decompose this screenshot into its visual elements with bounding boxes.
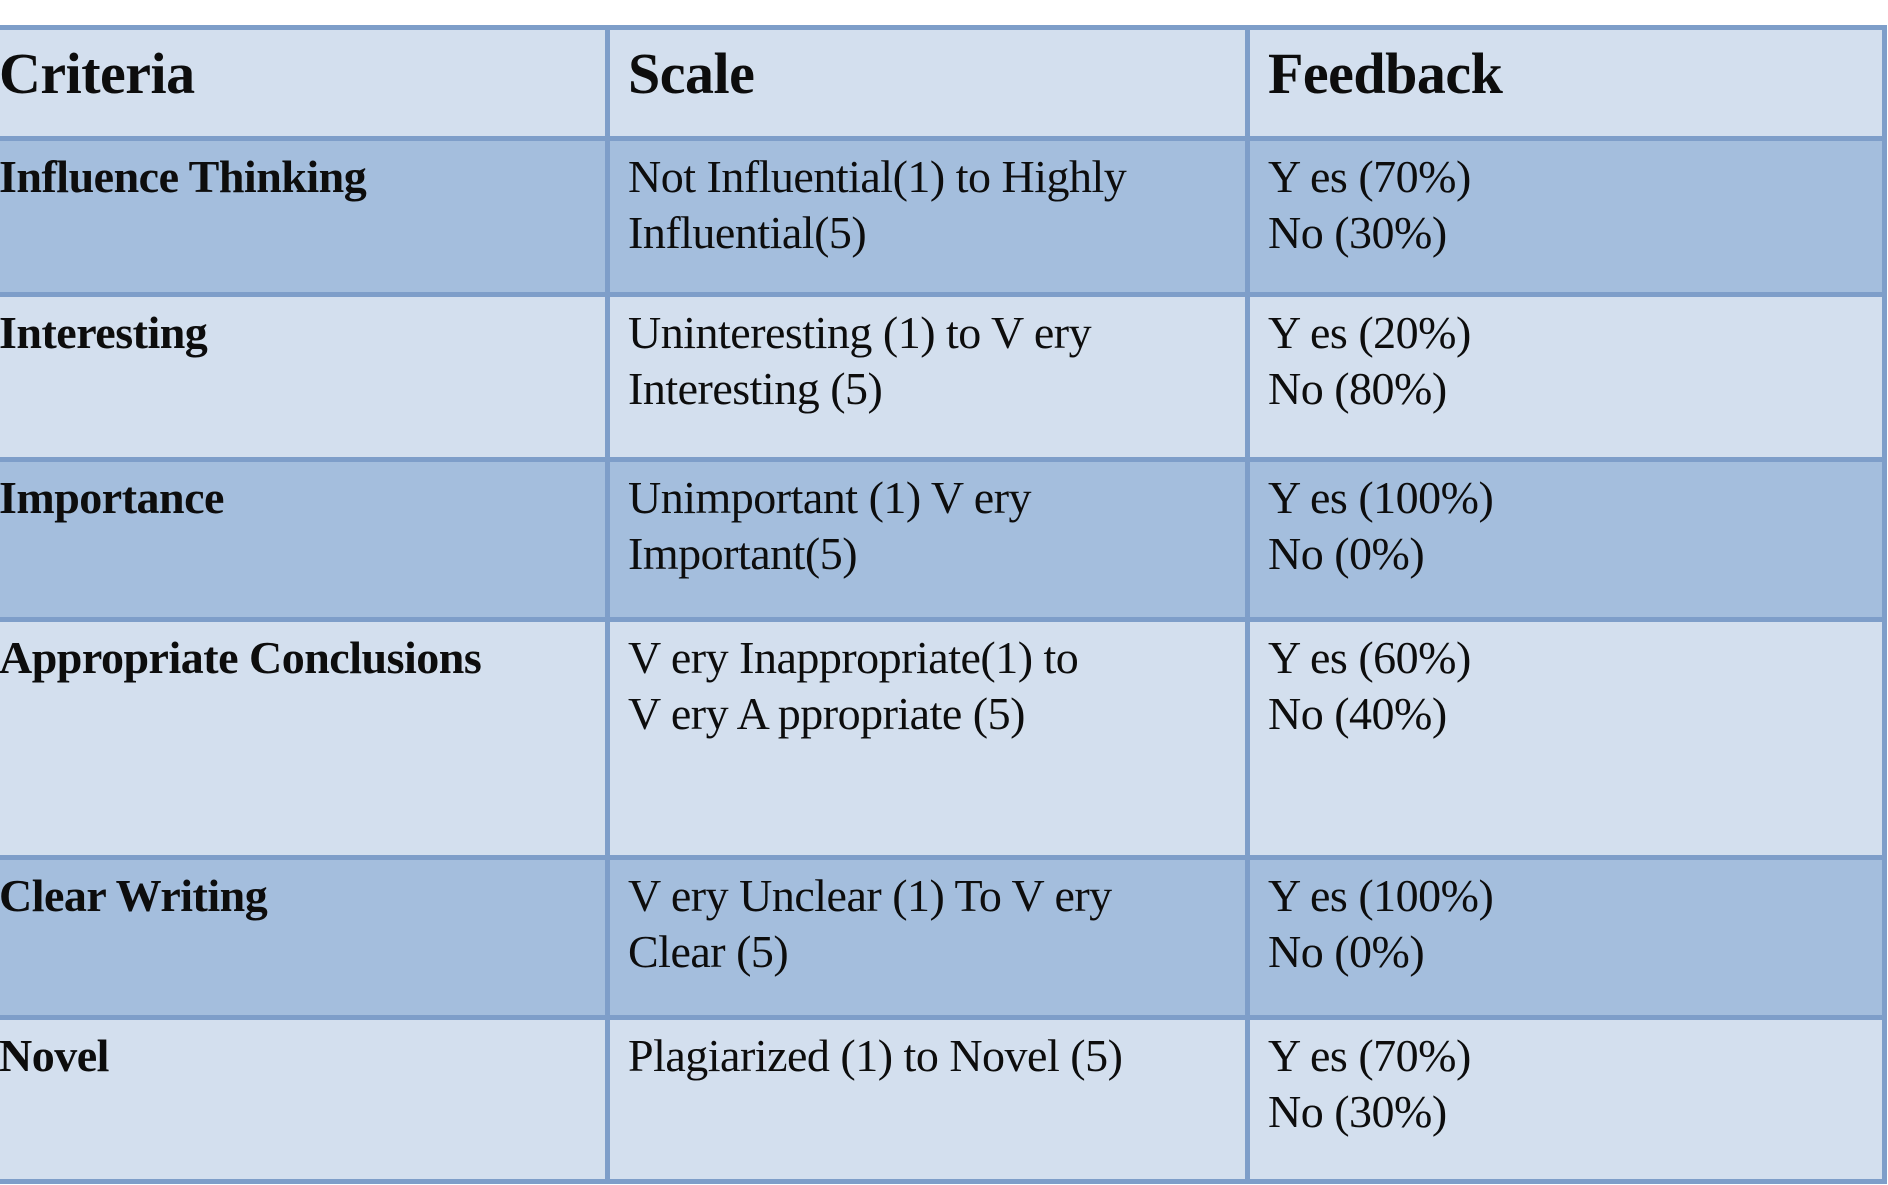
scale-cell: Uninteresting (1) to V ery Interesting (… (605, 292, 1250, 462)
column-header-criteria: Criteria (0, 25, 610, 141)
scale-cell: Not Influential(1) to Highly Influential… (605, 136, 1250, 297)
feedback-cell: Y es (20%) No (80%) (1245, 292, 1887, 462)
criteria-cell: Clear Writing (0, 855, 610, 1020)
criteria-cell: Importance (0, 457, 610, 622)
criteria-cell: Appropriate Conclusions (0, 617, 610, 860)
scale-cell: Unimportant (1) V ery Important(5) (605, 457, 1250, 622)
table-row-novel: Novel Plagiarized (1) to Novel (5) Y es … (0, 1015, 1887, 1184)
scale-cell: V ery Inappropriate(1) to V ery A ppropr… (605, 617, 1250, 860)
scale-cell: Plagiarized (1) to Novel (5) (605, 1015, 1250, 1184)
review-criteria-table: Criteria Scale Feedback Influence Thinki… (0, 25, 1887, 1184)
criteria-cell: Interesting (0, 292, 610, 462)
scale-cell: V ery Unclear (1) To V ery Clear (5) (605, 855, 1250, 1020)
feedback-cell: Y es (100%) No (0%) (1245, 855, 1887, 1020)
column-header-scale: Scale (605, 25, 1250, 141)
column-header-feedback: Feedback (1245, 25, 1887, 141)
table-row-appropriate-conclusions: Appropriate Conclusions V ery Inappropri… (0, 617, 1887, 860)
feedback-cell: Y es (70%) No (30%) (1245, 136, 1887, 297)
table-row-importance: Importance Unimportant (1) V ery Importa… (0, 457, 1887, 622)
table-row-interesting: Interesting Uninteresting (1) to V ery I… (0, 292, 1887, 462)
feedback-cell: Y es (70%) No (30%) (1245, 1015, 1887, 1184)
table-row-clear-writing: Clear Writing V ery Unclear (1) To V ery… (0, 855, 1887, 1020)
feedback-cell: Y es (60%) No (40%) (1245, 617, 1887, 860)
feedback-cell: Y es (100%) No (0%) (1245, 457, 1887, 622)
table-header-row: Criteria Scale Feedback (0, 25, 1887, 141)
criteria-cell: Novel (0, 1015, 610, 1184)
criteria-cell: Influence Thinking (0, 136, 610, 297)
table-row-influence-thinking: Influence Thinking Not Influential(1) to… (0, 136, 1887, 297)
